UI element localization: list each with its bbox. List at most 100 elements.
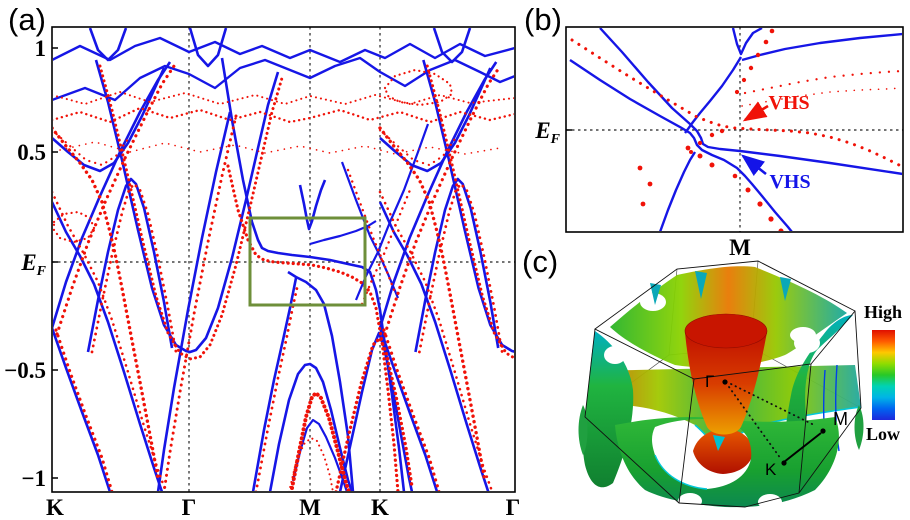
m-point-label: M bbox=[833, 409, 848, 429]
blue-band bbox=[432, 28, 472, 64]
red-dotted-band bbox=[53, 90, 514, 106]
blue-band bbox=[53, 67, 166, 173]
blue-band bbox=[741, 32, 902, 62]
m-point bbox=[820, 428, 826, 434]
red-dot bbox=[734, 89, 740, 95]
red-dotted-band bbox=[53, 106, 514, 124]
red-dot bbox=[685, 145, 691, 151]
plot-frame bbox=[51, 26, 516, 493]
left-sheet-hole bbox=[604, 346, 626, 364]
blue-band bbox=[298, 179, 327, 231]
fermi-cylinder-top bbox=[684, 313, 768, 349]
top-sheet-spikes bbox=[650, 271, 791, 305]
red-dotted-band bbox=[53, 210, 96, 244]
red-dotted-band bbox=[360, 188, 412, 306]
y-axis-label: −1 bbox=[21, 466, 46, 491]
blue-band bbox=[731, 28, 763, 56]
red-dotted-band bbox=[334, 335, 414, 491]
red-dot bbox=[755, 52, 761, 58]
red-dotted-band bbox=[53, 191, 168, 491]
red-dot bbox=[719, 128, 725, 134]
panel-c-label: (c) bbox=[522, 244, 559, 279]
panel-a-label: (a) bbox=[8, 2, 46, 37]
blue-band bbox=[94, 59, 280, 354]
x-axis-label: M bbox=[729, 235, 751, 260]
cup-cyan-spike bbox=[713, 435, 725, 451]
fermi-surface-plot: Γ K M High Low bbox=[578, 260, 902, 510]
x-axis-label: K bbox=[46, 495, 64, 520]
red-dotted-band bbox=[741, 87, 902, 107]
red-dot bbox=[709, 132, 715, 138]
gridlines bbox=[566, 27, 903, 232]
panel-a: 10.5EF−0.5−1K Γ M K Γ bbox=[4, 26, 521, 520]
red-dotted-band bbox=[383, 64, 502, 336]
panel-b: EF M VHS VHS bbox=[534, 26, 904, 260]
x-axis-label: Γ bbox=[506, 495, 521, 520]
panel-b-label: (b) bbox=[524, 2, 562, 37]
red-dot bbox=[709, 162, 715, 168]
colorbar bbox=[872, 330, 895, 420]
blue-band bbox=[659, 151, 697, 231]
red-dotted-band bbox=[383, 68, 454, 107]
colorbar-low-label: Low bbox=[866, 424, 900, 444]
y-axis-label: EF bbox=[20, 250, 46, 279]
blue-band bbox=[220, 57, 406, 491]
red-dot bbox=[768, 216, 774, 222]
blue-band bbox=[86, 177, 174, 353]
k-point bbox=[781, 460, 787, 466]
red-dot bbox=[732, 173, 738, 179]
blue-band bbox=[599, 28, 902, 176]
blue-band bbox=[53, 56, 514, 102]
y-axis-label: 0.5 bbox=[17, 140, 46, 165]
fermi-sheet-bottom bbox=[615, 417, 839, 508]
band-lines bbox=[569, 28, 902, 231]
x-axis-label: Γ bbox=[182, 495, 197, 520]
y-axis-label: 1 bbox=[35, 36, 47, 61]
red-dotted-band bbox=[378, 126, 487, 480]
vhs-label: VHS bbox=[768, 92, 809, 114]
k-path bbox=[722, 379, 826, 466]
red-dot bbox=[745, 187, 751, 193]
red-dotted-band bbox=[418, 181, 504, 354]
red-dotted-band bbox=[254, 286, 299, 491]
blue-band bbox=[414, 177, 500, 353]
red-dot bbox=[640, 201, 646, 207]
gamma-point-label: Γ bbox=[705, 372, 714, 391]
blue-band bbox=[422, 59, 514, 353]
red-dot bbox=[647, 181, 653, 187]
red-dotted-band bbox=[382, 328, 441, 491]
blue-band bbox=[251, 277, 298, 491]
red-dot bbox=[741, 77, 747, 83]
red-dotted-band bbox=[55, 64, 176, 336]
red-dot bbox=[697, 140, 703, 146]
red-dot bbox=[778, 228, 784, 231]
blue-band bbox=[88, 28, 128, 62]
k-point-label: K bbox=[765, 460, 777, 479]
red-dot bbox=[748, 65, 754, 71]
x-axis-label: M bbox=[299, 495, 321, 520]
blue-band bbox=[569, 59, 793, 231]
vhs-label: VHS bbox=[769, 171, 810, 193]
red-dotted-band bbox=[378, 190, 494, 491]
fermi-pocket-dome bbox=[693, 429, 754, 474]
colorbar-high-label: High bbox=[864, 302, 902, 322]
red-dotted-band bbox=[346, 168, 396, 292]
gamma-point bbox=[722, 379, 728, 385]
red-dot bbox=[637, 165, 643, 171]
y-axis-label: EF bbox=[534, 118, 560, 147]
red-dot bbox=[757, 201, 763, 207]
blue-band bbox=[378, 327, 439, 491]
red-dotted-band bbox=[570, 38, 902, 169]
vhs-arrow bbox=[740, 154, 767, 176]
red-dotted-band bbox=[98, 64, 284, 361]
red-dot bbox=[763, 39, 769, 45]
red-dotted-band bbox=[743, 69, 902, 95]
x-axis-label: K bbox=[371, 495, 389, 520]
red-dotted-band bbox=[162, 114, 238, 491]
blue-band bbox=[53, 36, 514, 64]
red-dotted-band bbox=[53, 126, 160, 480]
vhs-arrow bbox=[742, 101, 769, 122]
blue-band bbox=[309, 220, 377, 246]
